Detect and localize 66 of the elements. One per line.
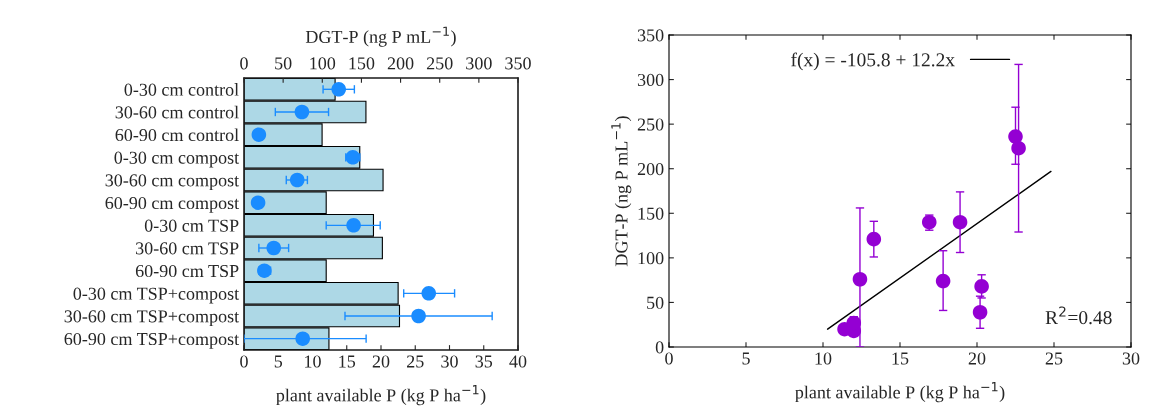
point — [1011, 140, 1026, 156]
x-tick-label: 5 — [274, 355, 283, 368]
y-tick-label: 30-60 cm compost — [105, 174, 240, 191]
x-tick-label: 10 — [815, 352, 832, 365]
y-tick-label: 250 — [637, 118, 664, 131]
x-tick-label: 30 — [1122, 352, 1140, 365]
y-tick-label: 0-30 cm TSP+compost — [73, 287, 240, 304]
x2-tick-label: 50 — [275, 57, 292, 70]
x-tick-label: 25 — [1045, 352, 1063, 365]
y-tick-label: 50 — [647, 296, 664, 309]
x2-tick-label: 150 — [349, 57, 375, 70]
point — [866, 231, 882, 247]
y-tick-label: 30-60 cm control — [115, 105, 239, 119]
y-tick-label: 100 — [638, 252, 664, 265]
annotation: R$^{2}$=0.48 — [1045, 306, 1112, 325]
x-tick-label: 5 — [742, 352, 750, 365]
x-tick-label: 15 — [892, 352, 909, 365]
x2-tick-label: 200 — [387, 57, 414, 70]
x2-tick-label: 100 — [310, 57, 336, 70]
point — [952, 214, 968, 230]
point — [250, 195, 266, 210]
point — [331, 82, 347, 97]
x2-tick-label: 300 — [466, 57, 492, 70]
point — [852, 271, 868, 287]
x-tick-label: 40 — [509, 355, 527, 368]
y-tick-label: 0-30 cm control — [124, 83, 239, 96]
x-tick-label: 30 — [441, 355, 458, 368]
y-tick-label: 30-60 cm TSP+compost — [64, 310, 240, 327]
y-tick-label: 60-90 cm compost — [105, 196, 240, 213]
y-tick-label: 60-90 cm TSP — [135, 264, 239, 278]
x-tick-label: 20 — [372, 355, 390, 368]
x2-axis-title: DGT-P (ng P mL$^{−1}$) — [305, 26, 456, 47]
y-tick-label: 0-30 cm compost — [114, 151, 240, 168]
point — [295, 331, 310, 346]
point — [294, 104, 310, 120]
x-tick-label: 25 — [407, 355, 424, 368]
x-axis-title: plant available P (kg P ha$^{−1}$) — [795, 382, 1005, 403]
x2-tick-label: 350 — [505, 57, 531, 70]
x-tick-label: 10 — [305, 355, 321, 368]
point — [289, 172, 305, 188]
point — [266, 240, 282, 256]
x2-tick-label: 0 — [240, 57, 248, 70]
x-tick-label: 15 — [339, 355, 356, 368]
x-tick-label: 20 — [968, 352, 986, 365]
y-tick-label: 0-30 cm TSP — [144, 219, 239, 232]
y-tick-label: 60-90 cm TSP+compost — [64, 332, 240, 349]
point — [251, 127, 267, 142]
point — [972, 304, 988, 320]
y-axis-title: DGT-P (ng P mL$^{−1}$) — [611, 116, 632, 267]
y-tick-label: 0 — [655, 341, 664, 354]
point — [935, 273, 951, 289]
x-tick-label: 35 — [475, 355, 493, 368]
y-tick-label: 350 — [637, 29, 664, 42]
legend-label: f(x) = -105.8 + 12.2x — [791, 52, 955, 71]
y-tick-label: 30-60 cm TSP — [136, 242, 239, 255]
point — [411, 308, 426, 324]
point — [421, 286, 437, 301]
y-tick-label: 200 — [637, 162, 664, 176]
x-axis-title: plant available P (kg P ha$^{−1}$) — [276, 385, 486, 406]
x-tick-label: 0 — [240, 355, 248, 368]
y-tick-label: 150 — [638, 207, 664, 220]
x2-tick-label: 250 — [426, 57, 453, 70]
x-tick-label: 0 — [665, 352, 673, 365]
y-tick-label: 300 — [637, 73, 664, 87]
point — [346, 218, 361, 233]
y-tick-label: 60-90 cm control — [115, 128, 239, 142]
